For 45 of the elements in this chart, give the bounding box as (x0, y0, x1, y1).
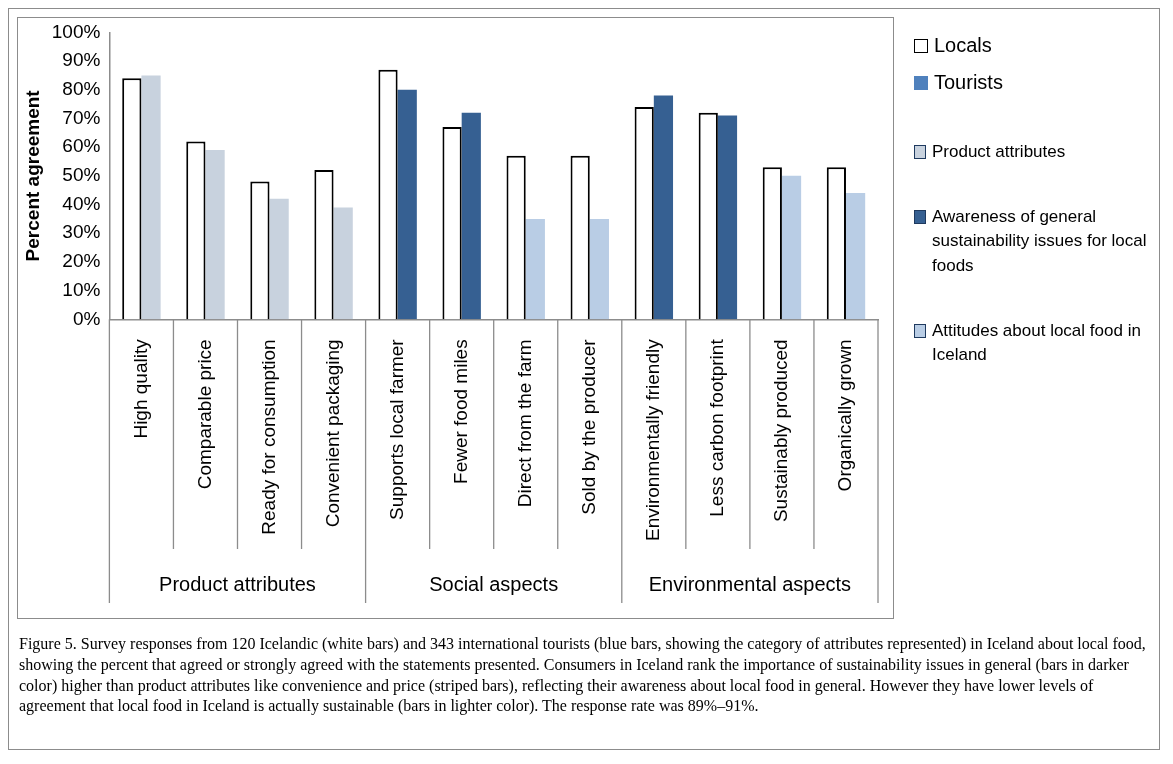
bar (589, 218, 609, 320)
x-tick-label: Sold by the producer (578, 338, 600, 515)
x-tick-label: Supports local farmer (385, 338, 407, 520)
y-tick-label: 0% (72, 307, 101, 329)
x-tick-label: High quality (129, 338, 151, 439)
y-tick-label: 40% (62, 192, 101, 214)
text: Product attributes (932, 141, 1066, 163)
y-tick-label: 10% (62, 278, 101, 300)
x-tick-label: Organically grown (834, 339, 856, 492)
x-tick-label: Environmentally friendly (642, 338, 664, 541)
y-tick-label: 100% (51, 20, 101, 42)
text: Environmental aspects (648, 572, 852, 595)
y-tick-label: 20% (62, 250, 101, 272)
y-tick-label: 50% (62, 164, 101, 186)
text: Attitudes about local food in Iceland (932, 319, 1142, 367)
bar (397, 89, 417, 320)
y-tick-label: 90% (62, 49, 101, 71)
bar (269, 198, 289, 320)
y-tick-label: 30% (62, 221, 101, 243)
bar (461, 112, 481, 320)
y-axis-title: Percent agreement (21, 89, 43, 262)
x-tick-label: Sustainably produced (770, 339, 792, 523)
bar (525, 218, 545, 320)
x-tick-label: Comparable price (193, 339, 215, 490)
bar (653, 95, 674, 320)
y-tick-label: 80% (62, 78, 101, 100)
text: Product attributes (159, 572, 316, 595)
bar (781, 175, 802, 320)
bar (717, 115, 738, 320)
bar (205, 150, 225, 320)
bar (333, 207, 353, 320)
text: Tourists (933, 71, 1004, 94)
bar (845, 193, 866, 320)
caption: Figure 5. Survey responses from 120 Icelandic (white bars) and 343 international tourists (blue bars, showing the category of attributes represented) in Iceland about local food, showing the percent that agreed or strongly agreed with the statements presented. Consumers in Iceland rank the importance of sustainability issues in general (bars in darker color) higher than product attributes like convenience and price (striped bars), reflecting their awareness about local food in general. However they have lower levels of agreement that local food in Iceland is actually sustainable (bars in lighter color). The response rate was 89%–91%. (19, 634, 1147, 717)
text: Awareness of general sustainability issues for local foods (932, 205, 1148, 277)
x-tick-label: Direct from the farm (513, 339, 535, 508)
text: Social aspects (429, 572, 559, 595)
y-tick-label: 60% (62, 135, 101, 157)
text: Locals (933, 34, 993, 57)
x-tick-label: Less carbon footprint (706, 338, 728, 517)
x-tick-label: Ready for consumption (257, 339, 279, 535)
x-tick-label: Convenient packaging (321, 339, 343, 528)
bar (141, 75, 161, 320)
x-tick-label: Fewer food miles (449, 339, 471, 484)
y-tick-label: 70% (62, 106, 101, 128)
